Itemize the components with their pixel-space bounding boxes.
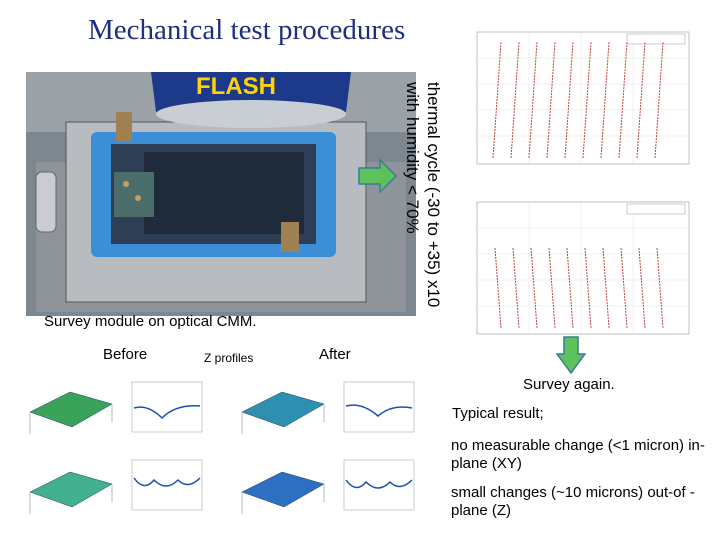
- humidity-cycle-graph: [455, 188, 695, 348]
- thermal-cycle-label: thermal cycle (-30 to +35) x10 with humi…: [394, 82, 444, 322]
- survey-caption: Survey module on optical CMM.: [44, 313, 257, 330]
- surface-plot-after-top: [241, 391, 325, 434]
- right-arrow-icon: [358, 158, 398, 194]
- slide-title: Mechanical test procedures: [88, 14, 406, 46]
- temperature-cycle-graph: [455, 18, 695, 178]
- thermal-cycle-line2: with humidity < 70%: [403, 82, 422, 234]
- module-photo: FLASH: [26, 72, 416, 316]
- result-in-plane: no measurable change (<1 micron) in-plan…: [451, 437, 705, 472]
- z-profile-before-top: [131, 381, 203, 433]
- surface-plot-after-bottom: [241, 471, 325, 514]
- result-out-of-plane: small changes (~10 microns) out-of -plan…: [451, 484, 695, 519]
- survey-again-text: Survey again.: [523, 376, 615, 393]
- down-arrow-icon: [556, 336, 586, 374]
- typical-result-heading: Typical result;: [452, 405, 544, 422]
- z-profiles-label: Z profiles: [204, 351, 254, 365]
- before-label: Before: [103, 346, 148, 363]
- photo-logo-text: FLASH: [196, 73, 276, 100]
- z-profile-after-top: [343, 381, 415, 433]
- module-photo-drawing: FLASH: [26, 72, 416, 316]
- z-profile-before-bottom: [131, 459, 203, 511]
- z-profile-after-bottom: [343, 459, 415, 511]
- surface-plot-before-top: [29, 391, 113, 434]
- surface-plot-before-bottom: [29, 471, 113, 514]
- thermal-cycle-line1: thermal cycle (-30 to +35) x10: [424, 82, 443, 308]
- after-label: After: [319, 346, 351, 363]
